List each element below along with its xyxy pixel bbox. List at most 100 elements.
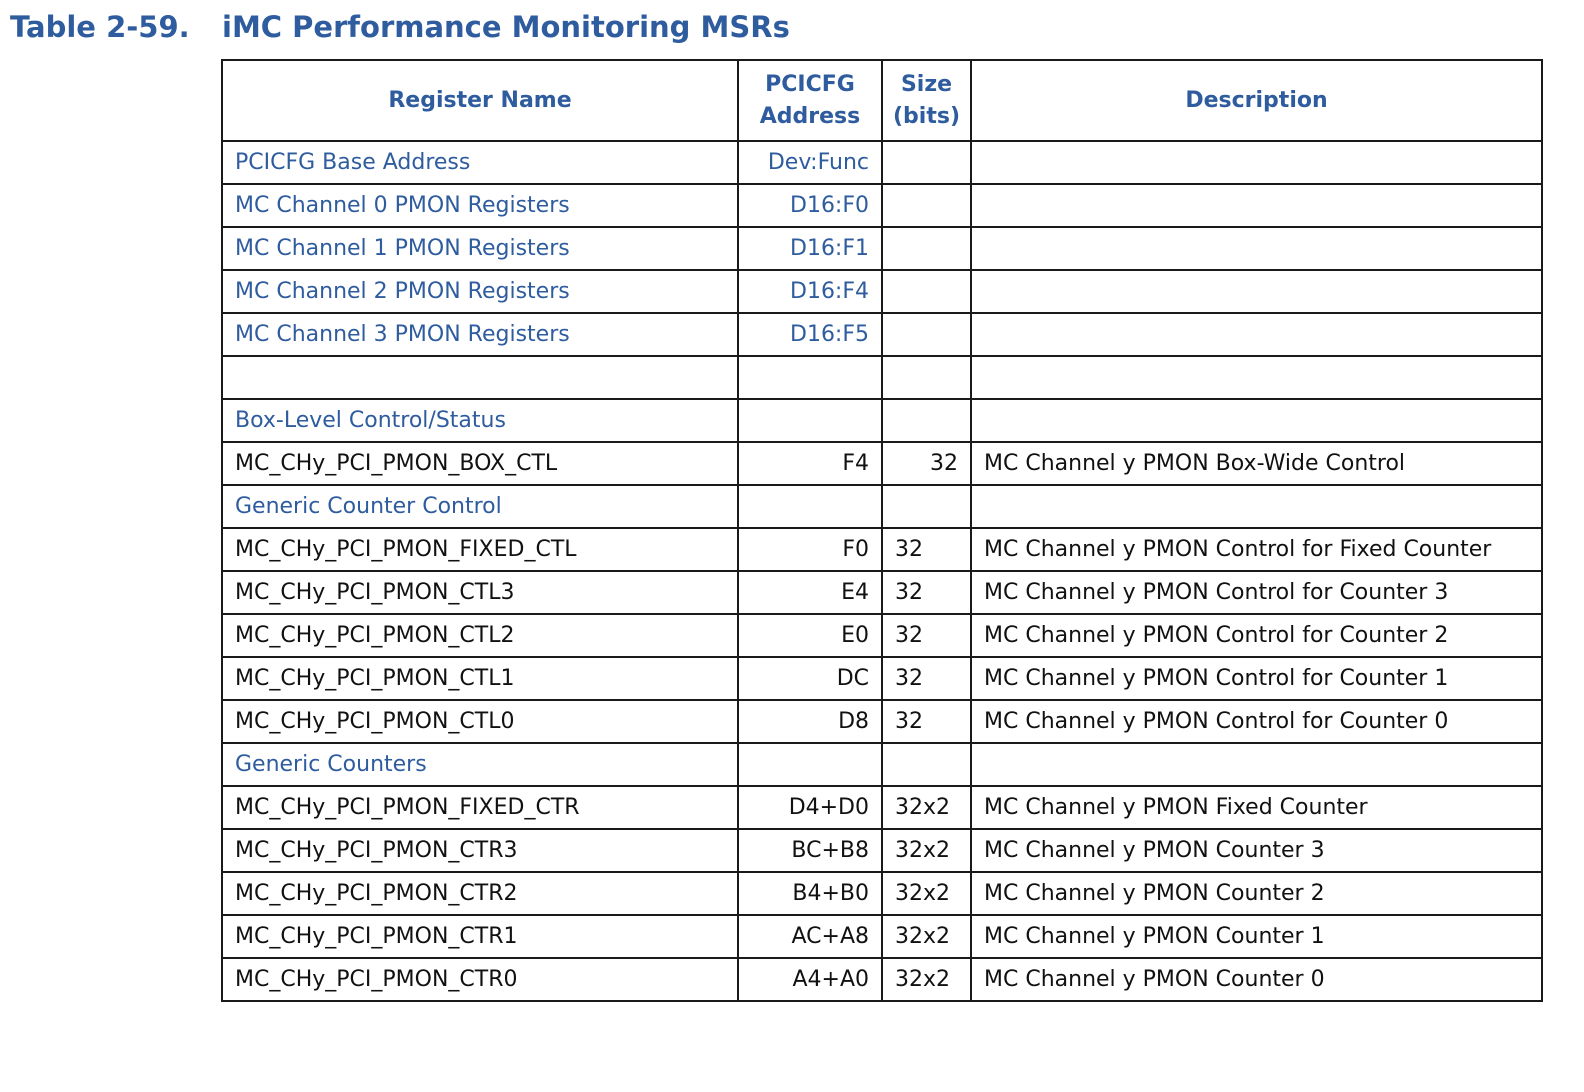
description-cell (970, 140, 1543, 185)
header-row: Register Name PCICFG Address Size (bits) D… (221, 59, 1543, 142)
pcicfg-address-cell (737, 742, 883, 787)
register-name-cell: MC_CHy_PCI_PMON_CTR3 (221, 828, 739, 873)
description-cell: MC Channel y PMON Box-Wide Control (970, 441, 1543, 486)
table-row: MC Channel 3 PMON Registers D16:F5 (221, 312, 1543, 357)
description-cell: MC Channel y PMON Control for Fixed Coun… (970, 527, 1543, 572)
description-cell: MC Channel y PMON Fixed Counter (970, 785, 1543, 830)
register-name-cell: MC_CHy_PCI_PMON_CTR2 (221, 871, 739, 916)
size-cell (881, 312, 972, 357)
table-row (221, 355, 1543, 400)
size-cell (881, 226, 972, 271)
table-row: MC Channel 1 PMON Registers D16:F1 (221, 226, 1543, 271)
table-row: MC_CHy_PCI_PMON_FIXED_CTL F0 32 MC Channel … (221, 527, 1543, 572)
description-cell: MC Channel y PMON Control for Counter 3 (970, 570, 1543, 615)
pcicfg-address-cell: Dev:Func (737, 140, 883, 185)
table-row: Generic Counter Control (221, 484, 1543, 529)
header-register-name: Register Name (221, 59, 739, 142)
description-cell: MC Channel y PMON Counter 1 (970, 914, 1543, 959)
size-cell: 32 (881, 656, 972, 701)
size-cell: 32x2 (881, 871, 972, 916)
register-name-cell (221, 355, 739, 400)
register-name-cell: Generic Counter Control (221, 484, 739, 529)
msr-table: Register Name PCICFG Address Size (bits) D… (221, 59, 1543, 1002)
table-row: MC_CHy_PCI_PMON_CTR3 BC+B8 32x2 MC Channel … (221, 828, 1543, 873)
description-cell (970, 183, 1543, 228)
size-cell: 32x2 (881, 914, 972, 959)
register-name-cell: Box-Level Control/Status (221, 398, 739, 443)
size-cell: 32 (881, 699, 972, 744)
size-cell (881, 183, 972, 228)
pcicfg-address-cell: D16:F5 (737, 312, 883, 357)
description-cell (970, 355, 1543, 400)
pcicfg-address-cell: F4 (737, 441, 883, 486)
header-size-bits: Size (bits) (881, 59, 972, 142)
table-row: MC_CHy_PCI_PMON_BOX_CTL F4 32 MC Channel y … (221, 441, 1543, 486)
pcicfg-address-cell: D8 (737, 699, 883, 744)
pcicfg-address-cell: A4+A0 (737, 957, 883, 1002)
table-row: MC_CHy_PCI_PMON_CTR1 AC+A8 32x2 MC Channel … (221, 914, 1543, 959)
size-cell (881, 140, 972, 185)
table-title: iMC Performance Monitoring MSRs (222, 10, 790, 44)
description-cell: MC Channel y PMON Control for Counter 1 (970, 656, 1543, 701)
register-name-cell: MC_CHy_PCI_PMON_CTL0 (221, 699, 739, 744)
register-name-cell: MC Channel 3 PMON Registers (221, 312, 739, 357)
table-row: MC_CHy_PCI_PMON_FIXED_CTR D4+D0 32x2 MC Cha… (221, 785, 1543, 830)
register-name-cell: MC_CHy_PCI_PMON_CTR1 (221, 914, 739, 959)
table-row: MC Channel 0 PMON Registers D16:F0 (221, 183, 1543, 228)
register-name-cell: MC Channel 1 PMON Registers (221, 226, 739, 271)
description-cell (970, 226, 1543, 271)
size-cell (881, 355, 972, 400)
pcicfg-address-cell: D16:F1 (737, 226, 883, 271)
register-name-cell: Generic Counters (221, 742, 739, 787)
size-cell: 32 (881, 613, 972, 658)
pcicfg-address-cell: F0 (737, 527, 883, 572)
table-row: Box-Level Control/Status (221, 398, 1543, 443)
description-cell (970, 398, 1543, 443)
header-pcicfg-address: PCICFG Address (737, 59, 883, 142)
pcicfg-address-cell: BC+B8 (737, 828, 883, 873)
size-cell (881, 484, 972, 529)
register-name-cell: MC_CHy_PCI_PMON_BOX_CTL (221, 441, 739, 486)
description-cell (970, 484, 1543, 529)
description-cell (970, 269, 1543, 314)
description-cell: MC Channel y PMON Control for Counter 0 (970, 699, 1543, 744)
register-name-cell: MC_CHy_PCI_PMON_CTR0 (221, 957, 739, 1002)
size-cell: 32 (881, 441, 972, 486)
pcicfg-address-cell (737, 484, 883, 529)
description-cell (970, 742, 1543, 787)
pcicfg-address-cell: AC+A8 (737, 914, 883, 959)
pcicfg-address-cell: E0 (737, 613, 883, 658)
description-cell: MC Channel y PMON Counter 0 (970, 957, 1543, 1002)
description-cell: MC Channel y PMON Control for Counter 2 (970, 613, 1543, 658)
register-name-cell: PCICFG Base Address (221, 140, 739, 185)
size-cell (881, 742, 972, 787)
table-row: MC_CHy_PCI_PMON_CTR2 B4+B0 32x2 MC Channel … (221, 871, 1543, 916)
register-name-cell: MC_CHy_PCI_PMON_CTL3 (221, 570, 739, 615)
pcicfg-address-cell: E4 (737, 570, 883, 615)
table-body: PCICFG Base Address Dev:Func MC Channel 0 … (221, 140, 1543, 1002)
size-cell: 32 (881, 527, 972, 572)
register-name-cell: MC Channel 2 PMON Registers (221, 269, 739, 314)
table-row: MC Channel 2 PMON Registers D16:F4 (221, 269, 1543, 314)
size-cell: 32x2 (881, 828, 972, 873)
size-cell: 32x2 (881, 957, 972, 1002)
pcicfg-address-cell: D4+D0 (737, 785, 883, 830)
table-caption: Table 2-59. iMC Performance Monitoring MS… (10, 8, 790, 46)
pcicfg-address-cell: DC (737, 656, 883, 701)
table-row: MC_CHy_PCI_PMON_CTL2 E0 32 MC Channel y PMO… (221, 613, 1543, 658)
table-number: Table 2-59. (10, 10, 190, 44)
size-cell (881, 269, 972, 314)
table-row: MC_CHy_PCI_PMON_CTL1 DC 32 MC Channel y PMO… (221, 656, 1543, 701)
register-name-cell: MC Channel 0 PMON Registers (221, 183, 739, 228)
pcicfg-address-cell: D16:F4 (737, 269, 883, 314)
register-name-cell: MC_CHy_PCI_PMON_FIXED_CTL (221, 527, 739, 572)
pcicfg-address-cell: D16:F0 (737, 183, 883, 228)
pcicfg-address-cell: B4+B0 (737, 871, 883, 916)
size-cell: 32 (881, 570, 972, 615)
pcicfg-address-cell (737, 355, 883, 400)
description-cell: MC Channel y PMON Counter 2 (970, 871, 1543, 916)
description-cell: MC Channel y PMON Counter 3 (970, 828, 1543, 873)
size-cell (881, 398, 972, 443)
register-name-cell: MC_CHy_PCI_PMON_CTL2 (221, 613, 739, 658)
header-description: Description (970, 59, 1543, 142)
